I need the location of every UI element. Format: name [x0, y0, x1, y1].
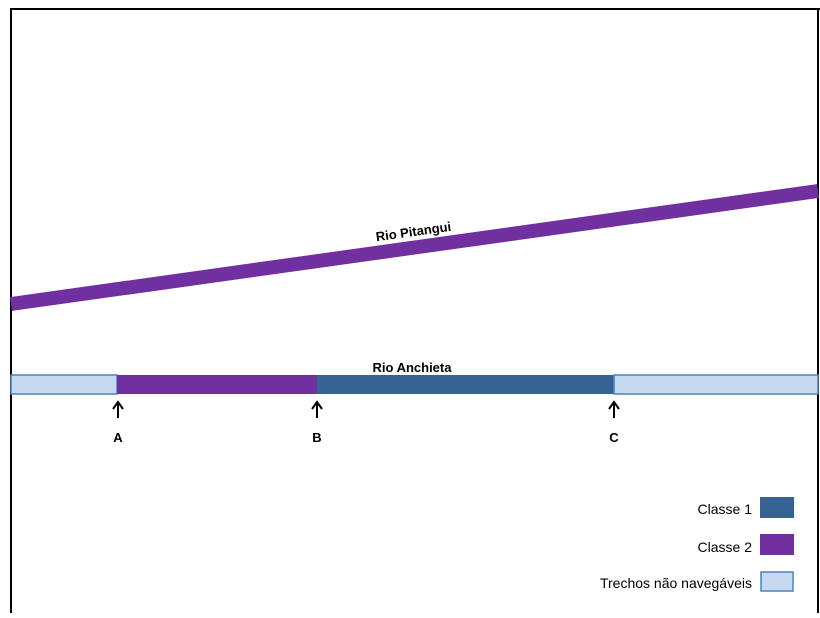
legend: Classe 1 Classe 2 Trechos não navegáveis: [600, 497, 794, 592]
point-c-marker: C: [608, 400, 620, 445]
legend-class1-label: Classe 1: [698, 501, 753, 517]
anchieta-segment-non-navigable-right: [613, 374, 819, 395]
arrow-head-icon: [311, 400, 323, 410]
legend-class1-swatch: [760, 497, 794, 518]
point-b-label: B: [312, 430, 321, 445]
point-c-label: C: [609, 430, 619, 445]
arrow-head-icon: [608, 400, 620, 410]
river-anchieta-label: Rio Anchieta: [373, 360, 453, 375]
legend-non-navigable-swatch: [760, 571, 794, 592]
point-a-marker: A: [112, 400, 124, 445]
anchieta-segment-non-navigable-left: [10, 374, 118, 395]
anchieta-segment-class1: [317, 375, 614, 394]
anchieta-segment-class2: [117, 375, 317, 394]
point-b-marker: B: [311, 400, 323, 445]
point-a-label: A: [113, 430, 123, 445]
arrow-head-icon: [112, 400, 124, 410]
legend-class2-label: Classe 2: [698, 539, 753, 555]
legend-non-navigable-label: Trechos não navegáveis: [600, 575, 752, 591]
legend-class2-swatch: [760, 534, 794, 555]
river-pitangui: [10, 184, 819, 311]
